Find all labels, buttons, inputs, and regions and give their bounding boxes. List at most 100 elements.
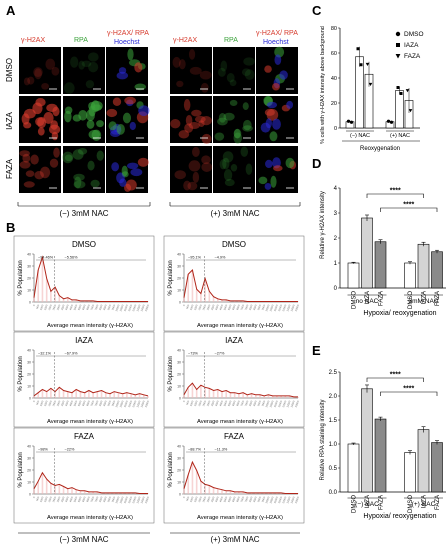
- histogram-x-tick-label: 10000: [114, 303, 120, 312]
- micrograph-right-iaza-rpa-nucleus: [233, 132, 243, 144]
- histogram-x-tick-label: 11500: [127, 303, 133, 311]
- micrograph-left-faza-merge-nucleus: [111, 162, 120, 172]
- histogram-xlabel: Average mean intensity (γ-H2AX): [197, 515, 283, 521]
- histogram-x-tick-label: 6000: [231, 399, 237, 406]
- micrograph-right-iaza-gh2ax-nucleus: [200, 116, 212, 126]
- chartD-bar-dmso: [404, 262, 416, 289]
- histogram-x-tick-label: 12000: [131, 399, 137, 408]
- histogram-x-tick-label: 9000: [106, 303, 112, 310]
- micrograph-left-iaza-gh2ax-nucleus: [21, 113, 30, 125]
- histogram-y-tick-label: 10: [27, 289, 31, 293]
- c-y-tick-label: 80: [331, 26, 337, 32]
- histogram-bar: [79, 391, 82, 398]
- a-left-header-rpa: RPA: [74, 37, 88, 44]
- histogram-y-tick-label: 10: [177, 385, 181, 389]
- histogram-bar: [292, 396, 295, 398]
- histogram-x-tick-label: 5500: [227, 495, 233, 502]
- panel-e: E Relative RPA staining intensity 0.0 0.5…: [312, 343, 446, 520]
- histogram-bar: [109, 492, 111, 494]
- histogram-bar: [280, 492, 282, 494]
- histogram-x-tick-label: 9500: [110, 495, 116, 502]
- micrograph-left-iaza-gh2ax: [19, 96, 61, 143]
- histogram-x-tick-label: 6000: [81, 303, 87, 310]
- histogram-bar: [134, 394, 137, 398]
- histogram-x-tick-label: 500: [35, 303, 40, 309]
- histogram-y-tick-label: 30: [177, 265, 181, 269]
- micrograph-right-iaza-rpa-nucleus: [242, 102, 249, 111]
- micrograph-right-iaza-gh2ax-nucleus: [188, 121, 200, 129]
- histogram-frame: [163, 235, 305, 332]
- chartD-group-label: 3mM NAC: [409, 298, 439, 305]
- micrograph-right-faza-merge: [256, 146, 298, 193]
- histogram-x-tick-label: 4500: [68, 399, 74, 406]
- c-point-faza: [365, 62, 370, 67]
- chartE-xlabel: Hypoxia/ reoxygenation: [363, 513, 436, 520]
- chartE-y-tick-label: 0.0: [329, 490, 338, 496]
- histogram-title: DMSO: [222, 240, 246, 249]
- histogram-right-percent: ~4.9%: [215, 256, 226, 260]
- c-point-iaza: [396, 86, 400, 89]
- histogram-x-tick-label: 3500: [210, 303, 216, 310]
- histogram-bar: [216, 298, 219, 302]
- chartE-bar-faza: [431, 442, 443, 493]
- histogram-bar: [200, 481, 202, 494]
- histogram-bar: [271, 395, 274, 398]
- histogram-bar: [254, 394, 257, 398]
- histogram-x-tick-label: 2500: [201, 303, 207, 310]
- histogram-ylabel: % Population: [18, 260, 24, 295]
- micrograph-left-iaza-merge-nucleus: [138, 105, 150, 117]
- histogram-bar: [208, 388, 211, 398]
- histogram-bar: [79, 300, 82, 302]
- histogram-bar: [263, 395, 266, 398]
- histogram-x-tick-label: 3500: [60, 303, 66, 310]
- chartE-bar-dmso: [404, 452, 416, 493]
- a-right-header-hoechst: Hoechst: [263, 39, 289, 46]
- histogram-frame: [13, 235, 155, 332]
- histogram-bar: [37, 481, 40, 494]
- histogram-right-percent: ~5.56%: [65, 256, 79, 260]
- micrograph-left-dmso-merge: [106, 47, 148, 94]
- micrograph-right-dmso-rpa-nucleus: [226, 72, 235, 83]
- c-point-faza: [368, 82, 373, 87]
- histogram-y-tick-label: 30: [27, 265, 31, 269]
- histogram-bar: [83, 490, 86, 494]
- histogram-x-tick-label: 500: [35, 399, 40, 405]
- histogram-bar: [238, 393, 240, 398]
- micrograph-right-iaza-rpa-nucleus: [233, 128, 242, 139]
- micrograph-left-dmso-rpa: [63, 47, 105, 94]
- histogram-left-percent: ~94.46%: [38, 256, 54, 260]
- histogram-x-tick-label: 3500: [60, 399, 66, 406]
- micrograph-right-iaza-rpa-nucleus: [214, 132, 225, 141]
- histogram-x-tick-label: 7000: [239, 303, 245, 310]
- micrograph-right-dmso-rpa-bg: [213, 47, 255, 94]
- histogram-x-tick-label: 13500: [144, 399, 150, 408]
- micrograph-right-iaza-gh2ax-bg: [170, 96, 212, 143]
- histogram-bar: [187, 474, 190, 494]
- histogram-bar: [276, 395, 278, 398]
- histogram-x-tick-label: 5000: [72, 303, 78, 310]
- histogram-x-tick-label: 3500: [210, 399, 216, 406]
- histogram-bar: [195, 289, 198, 302]
- histogram-y-tick-label: 20: [177, 373, 181, 377]
- c-y-tick-label: 0: [334, 126, 337, 132]
- histogram-x-tick-label: 9000: [106, 399, 112, 406]
- histogram-bar: [130, 492, 132, 494]
- micrograph-right-iaza-merge-nucleus: [272, 118, 281, 130]
- histogram-x-tick-label: 9500: [260, 399, 266, 406]
- histogram-x-tick-label: 1000: [39, 399, 45, 406]
- micrograph-right-dmso-rpa: [213, 47, 255, 94]
- histogram-x-tick-label: 9500: [110, 303, 116, 310]
- a-row-label-faza: FAZA: [5, 158, 14, 179]
- b-right-group-label: (+) 3mM NAC: [210, 535, 259, 544]
- histogram-xlabel: Average mean intensity (γ-H2AX): [197, 419, 283, 425]
- micrograph-left-faza-rpa-nucleus: [73, 173, 85, 181]
- micrograph-left-dmso-rpa-nucleus: [85, 80, 95, 89]
- micrograph-right-iaza-rpa-nucleus: [229, 99, 238, 106]
- histogram-x-tick-label: 7000: [239, 399, 245, 406]
- chartD-y-tick-label: 3: [334, 211, 338, 217]
- micrograph-left-faza-rpa-nucleus: [87, 160, 95, 171]
- histogram-x-tick-label: 10000: [264, 495, 270, 504]
- histogram-x-tick-label: 4500: [68, 303, 74, 310]
- micrograph-left-faza-merge: [106, 146, 149, 193]
- histogram-x-tick-label: 13000: [139, 399, 145, 408]
